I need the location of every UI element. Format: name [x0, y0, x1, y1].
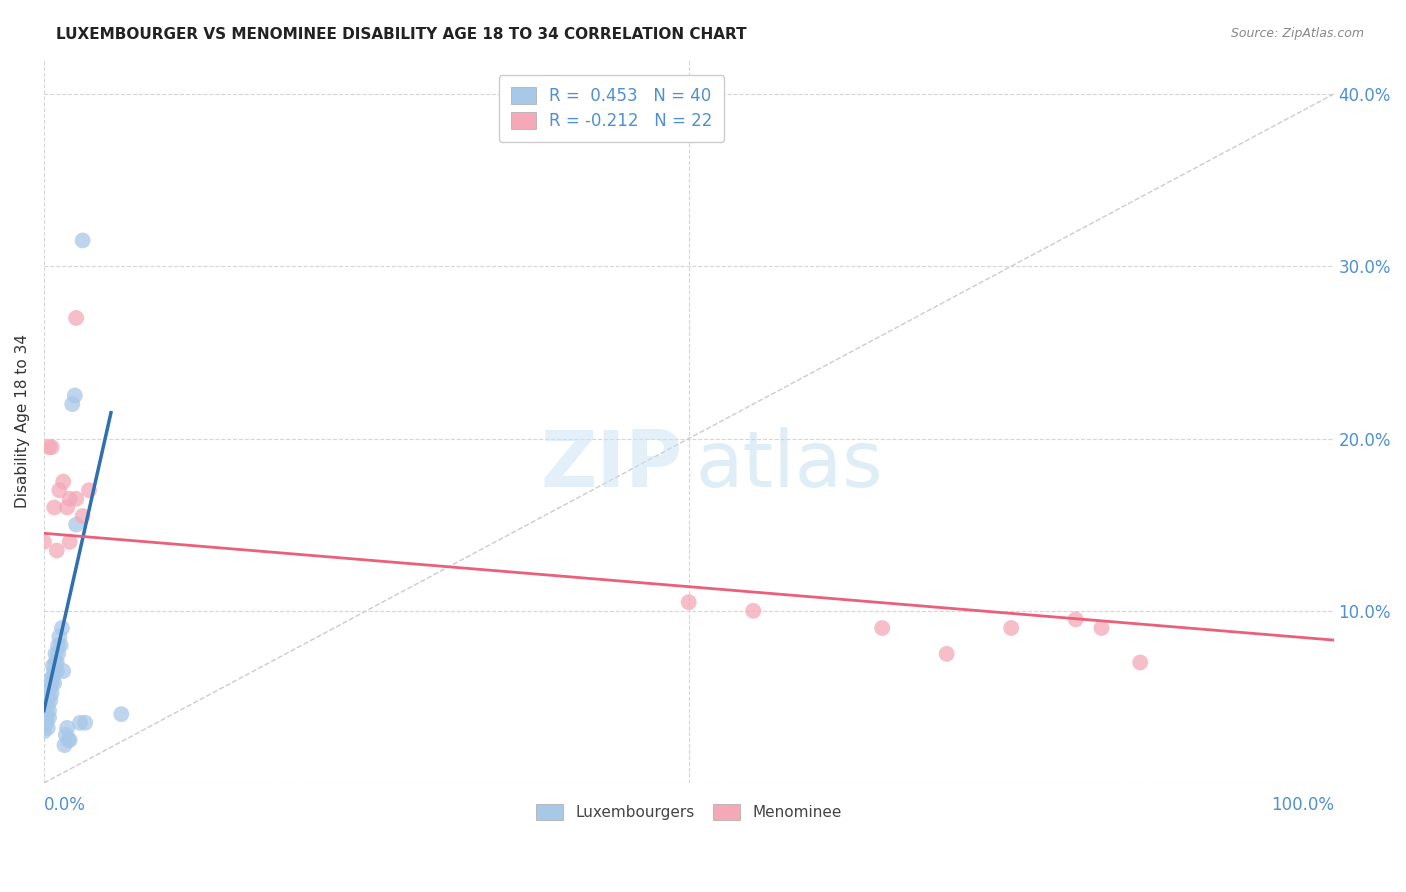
Point — [45, 543, 67, 558]
Point — [63, 388, 86, 402]
Point — [45, 656, 67, 670]
Point — [41, 676, 63, 690]
Point — [44, 647, 66, 661]
Point — [870, 621, 893, 635]
Point — [75, 715, 97, 730]
Point — [46, 647, 69, 661]
Point — [65, 491, 87, 506]
Text: 0.0%: 0.0% — [44, 796, 86, 814]
Point — [59, 733, 82, 747]
Point — [60, 397, 83, 411]
Point — [44, 676, 66, 690]
Point — [44, 656, 66, 670]
Point — [52, 475, 75, 489]
Text: LUXEMBOURGER VS MENOMINEE DISABILITY AGE 18 TO 34 CORRELATION CHART: LUXEMBOURGER VS MENOMINEE DISABILITY AGE… — [56, 27, 747, 42]
Point — [41, 440, 63, 454]
Point — [32, 535, 55, 549]
Point — [72, 509, 94, 524]
Text: Source: ZipAtlas.com: Source: ZipAtlas.com — [1230, 27, 1364, 40]
Text: ZIP: ZIP — [540, 426, 682, 503]
Point — [742, 604, 765, 618]
Text: atlas: atlas — [695, 426, 883, 503]
Point — [1000, 621, 1022, 635]
Point — [46, 638, 69, 652]
Point — [65, 310, 87, 325]
Point — [59, 535, 82, 549]
Point — [38, 704, 60, 718]
Point — [56, 500, 79, 515]
Point — [1090, 621, 1112, 635]
Point — [39, 693, 62, 707]
Point — [41, 686, 63, 700]
Point — [51, 621, 73, 635]
Point — [1129, 656, 1152, 670]
Point — [110, 707, 132, 722]
Point — [678, 595, 700, 609]
Point — [37, 698, 59, 713]
Point — [53, 738, 76, 752]
Point — [44, 664, 66, 678]
Point — [48, 483, 70, 498]
Point — [1064, 612, 1087, 626]
Point — [38, 690, 60, 704]
Point — [52, 664, 75, 678]
Y-axis label: Disability Age 18 to 34: Disability Age 18 to 34 — [15, 334, 30, 508]
Point — [35, 715, 58, 730]
Point — [44, 500, 66, 515]
Point — [39, 681, 62, 696]
Point — [45, 664, 67, 678]
Point — [42, 659, 65, 673]
Point — [48, 630, 70, 644]
Point — [56, 721, 79, 735]
Legend: Luxembourgers, Menominee: Luxembourgers, Menominee — [530, 797, 848, 826]
Point — [935, 647, 957, 661]
Point — [35, 710, 58, 724]
Point — [55, 728, 77, 742]
Point — [37, 721, 59, 735]
Point — [39, 673, 62, 687]
Point — [59, 491, 82, 506]
Point — [77, 483, 100, 498]
Point — [58, 733, 80, 747]
Point — [38, 440, 60, 454]
Point — [34, 707, 56, 722]
Point — [42, 669, 65, 683]
Point — [65, 517, 87, 532]
Point — [69, 715, 91, 730]
Point — [32, 724, 55, 739]
Point — [49, 638, 72, 652]
Text: 100.0%: 100.0% — [1271, 796, 1334, 814]
Point — [72, 234, 94, 248]
Point — [38, 710, 60, 724]
